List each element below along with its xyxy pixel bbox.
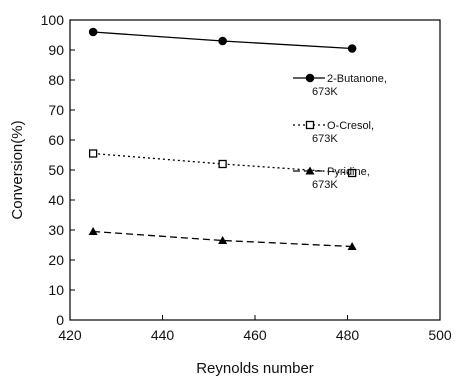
data-point — [218, 159, 227, 169]
data-point — [218, 36, 227, 46]
y-tick-label: 30 — [48, 222, 64, 238]
legend-marker — [305, 120, 315, 130]
x-tick-label: 500 — [428, 327, 452, 343]
x-tick-label: 480 — [336, 327, 360, 343]
series-2 — [88, 227, 357, 250]
y-tick-label: 60 — [48, 132, 64, 148]
y-tick-label: 0 — [56, 312, 64, 328]
y-axis-title: Conversion(%) — [9, 120, 26, 219]
series-1 — [88, 149, 357, 178]
y-tick-label: 50 — [48, 162, 64, 178]
data-point — [88, 27, 98, 37]
x-axis-title: Reynolds number — [196, 360, 314, 377]
x-tick-label: 460 — [243, 327, 267, 343]
data-point — [88, 149, 98, 158]
data-point — [88, 227, 98, 235]
plot-frame — [69, 19, 441, 321]
legend-label: O-Cresol, 673K — [312, 120, 374, 145]
legend-entry: 2-Butanone, 673K — [293, 73, 387, 98]
x-tick-label: 440 — [151, 327, 175, 343]
y-tick-label: 90 — [48, 42, 64, 58]
legend-label: 2-Butanone, 673K — [312, 73, 387, 98]
legend-marker — [305, 166, 315, 175]
data-point — [347, 44, 357, 53]
data-point — [218, 236, 228, 244]
y-tick-label: 100 — [41, 12, 65, 28]
y-tick-label: 70 — [48, 102, 64, 118]
y-tick-label: 20 — [48, 252, 64, 268]
series-0 — [88, 27, 357, 53]
legend-label: Pyridine, 673K — [312, 166, 370, 191]
data-point — [347, 242, 357, 250]
legend-entry: Pyridine, 673K — [293, 166, 370, 191]
data-point — [347, 168, 357, 178]
y-tick-label: 10 — [48, 282, 64, 298]
y-tick-label: 40 — [48, 192, 64, 208]
x-tick-label: 420 — [58, 327, 82, 343]
legend-marker — [305, 73, 315, 83]
y-tick-label: 80 — [48, 72, 64, 88]
legend-entry: O-Cresol, 673K — [293, 120, 374, 145]
